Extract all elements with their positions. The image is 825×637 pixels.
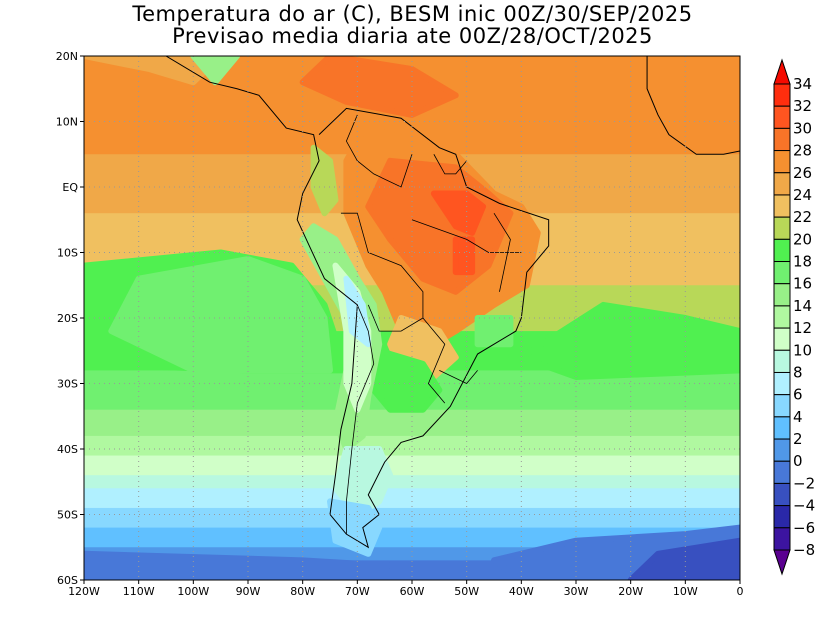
colorbar-label: 10 bbox=[793, 341, 812, 359]
colorbar-label: 22 bbox=[793, 208, 812, 226]
lat-label: 30S bbox=[57, 378, 78, 391]
lon-label: 10W bbox=[673, 585, 698, 598]
lon-label: 100W bbox=[177, 585, 209, 598]
country-border bbox=[367, 304, 424, 332]
colorbar-swatch bbox=[773, 216, 791, 240]
axis-labels: 120W 110W 100W 90W 80W 70W 60W 50W 40W 30W 20W 10W 0… bbox=[56, 50, 744, 598]
lon-label: 20W bbox=[618, 585, 643, 598]
colorbar-swatch bbox=[773, 460, 791, 484]
colorbar-swatch bbox=[773, 194, 791, 218]
colorbar-swatch bbox=[773, 238, 791, 263]
colorbar-swatch bbox=[773, 150, 791, 174]
country-border bbox=[340, 212, 446, 404]
colorbar-label: 4 bbox=[793, 408, 803, 426]
colorbar-swatch bbox=[773, 416, 791, 440]
map-title-line1: Temperatura do ar (C), BESM inic 00Z/30/… bbox=[132, 2, 693, 26]
temperature-band bbox=[84, 507, 740, 529]
colorbar-label: 18 bbox=[793, 253, 812, 271]
country-border bbox=[433, 154, 467, 175]
colorbar-swatch bbox=[773, 172, 791, 196]
colorbar-label: 6 bbox=[793, 386, 803, 404]
lon-label: 30W bbox=[564, 585, 589, 598]
temperature-contour-region bbox=[84, 56, 224, 86]
colorbar-swatch bbox=[773, 261, 791, 285]
colorbar-swatch bbox=[773, 394, 791, 418]
colorbar-swatch bbox=[773, 83, 791, 107]
colorbar-label: 0 bbox=[793, 452, 803, 470]
colorbar-swatch bbox=[773, 283, 791, 307]
temperature-contour-region bbox=[627, 537, 740, 580]
temperature-band bbox=[84, 488, 740, 509]
lon-label: 80W bbox=[290, 585, 315, 598]
temperature-contour-region bbox=[310, 144, 339, 217]
map-title-line2: Previsao media diaria ate 00Z/28/OCT/202… bbox=[172, 24, 653, 48]
temperature-field bbox=[84, 56, 740, 580]
lat-label: 40S bbox=[57, 443, 78, 456]
colorbar-swatch bbox=[773, 438, 791, 462]
africa-coastline bbox=[646, 56, 740, 155]
temperature-contour-region bbox=[430, 190, 487, 236]
colorbar-swatch bbox=[773, 305, 791, 329]
colorbar-label: 12 bbox=[793, 319, 812, 337]
country-border bbox=[493, 212, 511, 292]
colorbar-label: 16 bbox=[793, 275, 812, 293]
lon-label: 60W bbox=[400, 585, 425, 598]
temperature-contour-region bbox=[108, 256, 333, 374]
colorbar-label: 20 bbox=[793, 230, 812, 248]
colorbar-label: 28 bbox=[793, 142, 812, 160]
colorbar-swatch bbox=[773, 105, 791, 129]
colorbar-label: −6 bbox=[793, 519, 815, 537]
lat-label: 20N bbox=[56, 50, 78, 63]
colorbar-label: 2 bbox=[793, 430, 803, 448]
colorbar-label: 26 bbox=[793, 164, 812, 182]
colorbar-max-arrow bbox=[773, 58, 791, 85]
colorbar-swatch bbox=[773, 505, 791, 529]
colorbar-swatch bbox=[773, 371, 791, 396]
temperature-contour-region bbox=[190, 56, 241, 86]
colorbar-label: 24 bbox=[793, 186, 812, 204]
lon-label: 120W bbox=[68, 585, 100, 598]
colorbar-swatch bbox=[773, 327, 791, 351]
colorbar-label: −8 bbox=[793, 541, 815, 559]
temperature-contour-region bbox=[299, 56, 459, 118]
lat-label: 50S bbox=[57, 509, 78, 522]
country-border bbox=[345, 304, 375, 535]
colorbar-label: −2 bbox=[793, 474, 815, 492]
colorbar-min-arrow bbox=[773, 549, 791, 576]
lon-label: 40W bbox=[509, 585, 534, 598]
temperature-band bbox=[84, 409, 740, 437]
temperature-contour-region bbox=[518, 301, 740, 380]
colorbar-swatch bbox=[773, 482, 791, 507]
lon-label: 90W bbox=[236, 585, 261, 598]
colorbar-label: 8 bbox=[793, 363, 803, 381]
temperature-band bbox=[84, 475, 740, 490]
lat-label: 60S bbox=[57, 574, 78, 587]
lat-label: EQ bbox=[62, 181, 78, 194]
temperature-band bbox=[84, 455, 740, 477]
lon-label: 110W bbox=[123, 585, 155, 598]
colorbar-swatch bbox=[773, 127, 791, 152]
lon-label: 50W bbox=[454, 585, 479, 598]
temperature-contour-region bbox=[474, 315, 514, 348]
country-border bbox=[345, 114, 413, 188]
colorbar-label: 32 bbox=[793, 97, 812, 115]
lat-label: 10S bbox=[57, 247, 78, 260]
lon-label: 0 bbox=[737, 585, 744, 598]
colorbar-label: 30 bbox=[793, 119, 812, 137]
colorbar-swatch bbox=[773, 527, 791, 551]
colorbar-label: 34 bbox=[793, 75, 812, 93]
colorbar-label: 14 bbox=[793, 297, 812, 315]
colorbar-swatch bbox=[773, 349, 791, 373]
temperature-contour-region bbox=[452, 236, 476, 276]
lat-label: 20S bbox=[57, 312, 78, 325]
colorbar-label: −4 bbox=[793, 497, 815, 515]
country-border bbox=[439, 370, 478, 384]
lon-label: 70W bbox=[345, 585, 370, 598]
lat-label: 10N bbox=[56, 116, 78, 129]
